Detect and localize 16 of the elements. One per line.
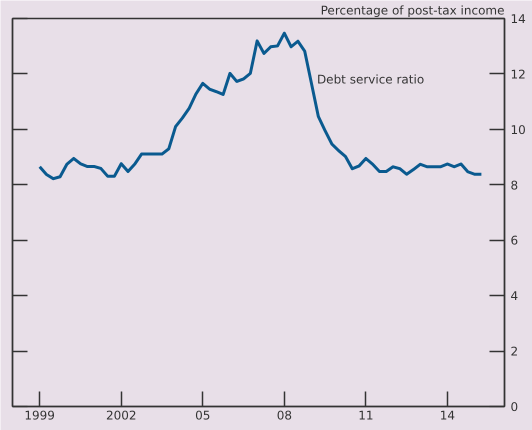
annotation: Debt service ratio <box>316 72 424 86</box>
x-tick-label: 14 <box>440 408 456 422</box>
x-tick-label: 05 <box>195 408 210 422</box>
y-tick-label: 0 <box>510 400 518 414</box>
y-tick-label: 8 <box>510 178 518 192</box>
y-tick-label: 2 <box>510 344 518 359</box>
x-tick-label: 11 <box>358 408 374 422</box>
x-tick-label: 1999 <box>24 408 55 422</box>
x-tick-label: 08 <box>276 408 292 422</box>
y-tick-label: 14 <box>510 12 526 26</box>
y-tick-label: 4 <box>510 289 518 304</box>
y-axis-title: Percentage of post-tax income <box>320 4 504 18</box>
y-tick-label: 10 <box>510 122 526 137</box>
x-tick-label: 2002 <box>106 408 137 422</box>
y-tick-label: 12 <box>510 67 526 82</box>
y-tick-label: 6 <box>510 234 518 248</box>
